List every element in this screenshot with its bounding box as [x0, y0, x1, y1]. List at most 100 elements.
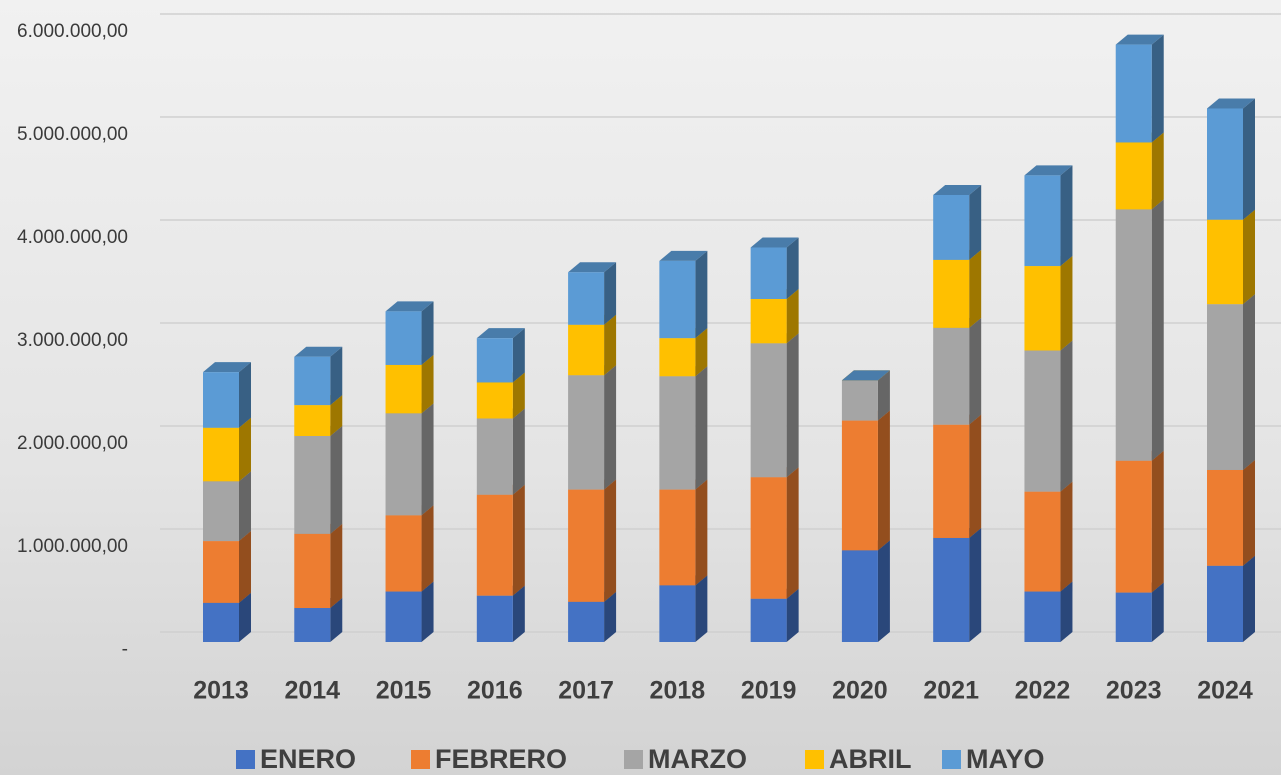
- x-tick-label: 2023: [1106, 677, 1162, 705]
- bar-side: [695, 251, 707, 338]
- bar-side: [422, 301, 434, 365]
- bar-side: [604, 262, 616, 325]
- bar-side: [422, 582, 434, 642]
- bar: [659, 585, 695, 642]
- legend-swatch: [411, 750, 430, 769]
- bar: [386, 311, 422, 365]
- y-tick-label: 5.000.000,00: [17, 124, 128, 145]
- bar-side: [787, 467, 799, 599]
- bar: [1116, 461, 1152, 593]
- bar: [294, 405, 330, 436]
- x-tick-label: 2016: [467, 677, 523, 705]
- bar: [933, 538, 969, 642]
- bar-side: [1060, 165, 1072, 266]
- y-tick-label: 1.000.000,00: [17, 536, 128, 557]
- bar-side: [239, 418, 251, 482]
- legend-label: MAYO: [966, 744, 1045, 774]
- x-tick-label: 2019: [741, 677, 797, 705]
- bar: [751, 599, 787, 642]
- bar-side: [1060, 256, 1072, 350]
- bar-side: [1243, 210, 1255, 304]
- bar: [477, 596, 513, 642]
- bar-side: [330, 347, 342, 405]
- bar: [386, 365, 422, 413]
- y-tick-label: -: [122, 639, 128, 660]
- bar: [842, 380, 878, 420]
- bar: [203, 541, 239, 603]
- bar: [751, 343, 787, 477]
- bar: [659, 376, 695, 489]
- bar: [1116, 593, 1152, 642]
- bar-side: [1243, 98, 1255, 219]
- bar-side: [969, 318, 981, 425]
- bar-side: [422, 403, 434, 515]
- bar-side: [513, 408, 525, 494]
- bar-side: [1152, 35, 1164, 143]
- chart: - 1.000.000,00 2.000.000,00 3.000.000,00 4.0…: [0, 0, 1281, 775]
- y-tick-label: 2.000.000,00: [17, 433, 128, 454]
- bar-side: [1060, 341, 1072, 492]
- bar: [1207, 108, 1243, 219]
- bar: [477, 418, 513, 494]
- bar: [659, 490, 695, 586]
- bar-side: [1243, 556, 1255, 642]
- bar: [477, 495, 513, 596]
- bar: [294, 357, 330, 405]
- bar: [1207, 566, 1243, 642]
- bar: [203, 481, 239, 541]
- bar: [1024, 175, 1060, 266]
- bar-side: [604, 315, 616, 375]
- bar: [203, 603, 239, 642]
- x-tick-label: 2018: [650, 677, 706, 705]
- bar-side: [969, 415, 981, 538]
- bar-side: [695, 480, 707, 586]
- bar: [1024, 592, 1060, 642]
- bar: [1024, 266, 1060, 350]
- legend-label: MARZO: [648, 744, 747, 774]
- bar-side: [1243, 294, 1255, 470]
- bar: [203, 428, 239, 482]
- legend-label: FEBRERO: [435, 744, 567, 774]
- x-tick-label: 2014: [284, 677, 340, 705]
- legend-swatch: [236, 750, 255, 769]
- bar: [568, 490, 604, 602]
- legend-label: ENERO: [260, 744, 356, 774]
- bar: [842, 550, 878, 642]
- bar-side: [878, 411, 890, 551]
- legend-swatch: [624, 750, 643, 769]
- bar-side: [513, 485, 525, 596]
- x-tick-label: 2022: [1015, 677, 1071, 705]
- bar: [294, 436, 330, 534]
- bar: [1024, 351, 1060, 492]
- bar: [1116, 45, 1152, 143]
- bar: [1207, 220, 1243, 304]
- bar-side: [422, 505, 434, 591]
- bar: [1207, 304, 1243, 470]
- bar: [751, 299, 787, 343]
- bar: [1116, 142, 1152, 209]
- bar: [933, 260, 969, 328]
- bar-side: [604, 365, 616, 489]
- bar-side: [787, 333, 799, 477]
- bar-side: [422, 355, 434, 413]
- legend-swatch: [805, 750, 824, 769]
- legend-label: ABRIL: [829, 744, 912, 774]
- bar: [294, 534, 330, 608]
- bar: [386, 515, 422, 591]
- bar: [568, 375, 604, 489]
- y-tick-label: 3.000.000,00: [17, 330, 128, 351]
- bar-side: [1243, 460, 1255, 566]
- bar: [933, 425, 969, 538]
- bar: [477, 338, 513, 382]
- bar: [386, 413, 422, 515]
- bar: [477, 382, 513, 418]
- bar-side: [1152, 451, 1164, 593]
- bar-side: [1152, 132, 1164, 209]
- bar: [568, 325, 604, 375]
- x-tick-label: 2013: [193, 677, 249, 705]
- bar-side: [1152, 583, 1164, 642]
- bar-side: [787, 238, 799, 300]
- x-tick-label: 2015: [376, 677, 432, 705]
- y-tick-label: 4.000.000,00: [17, 227, 128, 248]
- bar: [751, 477, 787, 599]
